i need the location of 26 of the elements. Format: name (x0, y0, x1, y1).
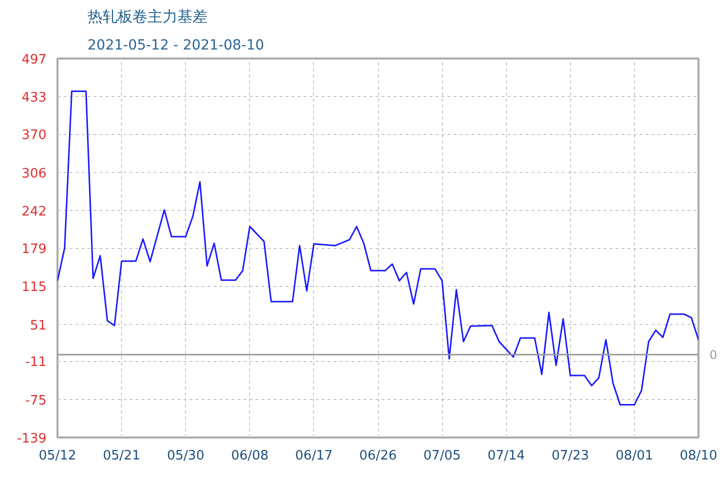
y-tick-label: 306 (22, 166, 47, 182)
y-tick-label: 179 (22, 242, 47, 257)
y-tick-label: -75 (25, 393, 46, 408)
ref-line-label: 0 (710, 348, 718, 362)
x-tick-label: 08/01 (616, 448, 654, 464)
y-tick-label: 51 (30, 318, 47, 334)
y-tick-label: -139 (16, 432, 47, 446)
x-tick-label: 07/14 (487, 448, 525, 464)
y-tick-label: 242 (22, 204, 47, 220)
x-tick-label: 06/17 (295, 448, 333, 464)
x-tick-label: 06/08 (231, 448, 269, 464)
y-tick-label: 497 (22, 52, 47, 68)
chart-title: 热轧板卷主力基差 (88, 8, 208, 26)
y-tick-label: 370 (22, 128, 47, 144)
chart-subtitle: 2021-05-12 - 2021-08-10 (88, 38, 264, 54)
x-tick-label: 07/05 (423, 448, 461, 464)
x-tick-label: 05/21 (102, 448, 140, 464)
x-tick-label: 07/23 (552, 448, 590, 464)
y-tick-label: 433 (22, 90, 47, 106)
line-series (58, 90, 698, 406)
y-tick-label: -11 (25, 355, 46, 370)
x-tick-label: 05/12 (38, 448, 76, 464)
x-tick-label: 08/10 (680, 448, 718, 464)
x-tick-label: 06/26 (359, 448, 397, 464)
y-tick-label: 115 (22, 280, 47, 296)
x-tick-label: 05/30 (166, 448, 204, 464)
